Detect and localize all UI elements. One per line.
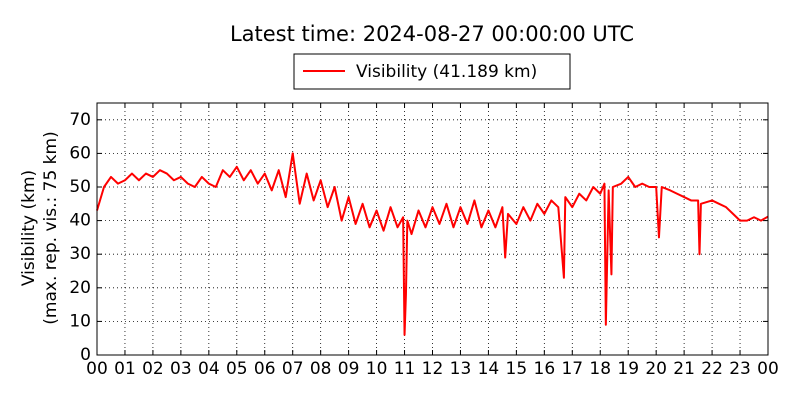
chart-title: Latest time: 2024-08-27 00:00:00 UTC [230,22,634,46]
x-tick-label: 06 [254,359,276,379]
x-tick-label: 00 [757,359,779,379]
x-tick-label: 19 [617,359,639,379]
y-tick-label: 20 [69,278,91,298]
y-tick-label: 50 [69,177,91,197]
data-line [96,152,769,336]
x-tick-label: 10 [366,359,388,379]
x-tick-label: 11 [394,359,416,379]
x-tick-label: 05 [226,359,248,379]
y-tick-label: 60 [69,143,91,163]
y-tick-label: 40 [69,211,91,231]
y-label: Visibility (km) (max. rep. vis.: 75 km) [19,131,61,324]
x-tick-label: 04 [198,359,220,379]
x-tick-label: 14 [478,359,500,379]
x-tick-label: 21 [673,359,695,379]
x-tick-label: 18 [589,359,611,379]
y-tick-label: 30 [69,244,91,264]
x-tick-label: 23 [729,359,751,379]
x-tick-label: 20 [645,359,667,379]
y-tick-label: 0 [80,345,91,365]
y-tick-label: 10 [69,311,91,331]
x-tick-label: 00 [86,359,108,379]
y-label-line: (max. rep. vis.: 75 km) [41,131,61,324]
y-tick-label: 70 [69,110,91,130]
y-label-line: Visibility (km) [19,170,39,286]
x-tick-label: 07 [282,359,304,379]
x-tick-label: 13 [450,359,472,379]
legend-label: Visibility (41.189 km) [356,62,537,82]
x-tick-label: 16 [534,359,556,379]
x-tick-label: 22 [701,359,723,379]
x-tick-label: 02 [142,359,164,379]
x-tick-label: 12 [422,359,444,379]
plot-frame [96,102,769,356]
x-tick-label: 01 [114,359,136,379]
x-tick-label: 03 [170,359,192,379]
x-tick-label: 08 [310,359,332,379]
x-tick-label: 09 [338,359,360,379]
x-tick-label: 17 [561,359,583,379]
x-tick-label: 15 [506,359,528,379]
